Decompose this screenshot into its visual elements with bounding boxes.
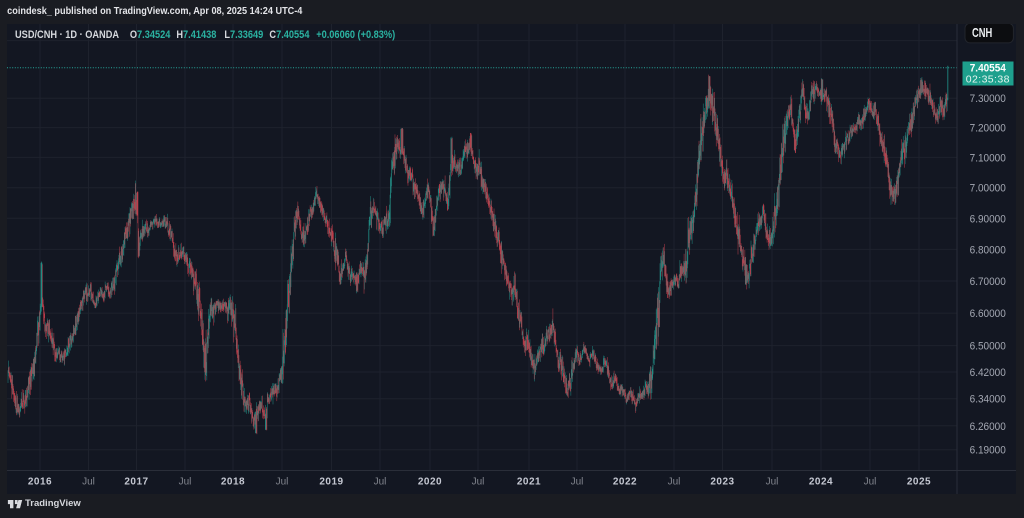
svg-text:7.10000: 7.10000 [970,152,1006,165]
svg-text:Jul: Jul [374,477,387,488]
svg-text:2020: 2020 [418,477,442,488]
svg-text:Jul: Jul [82,477,95,488]
svg-text:2025: 2025 [907,477,931,488]
svg-text:2022: 2022 [613,477,637,488]
svg-text:Jul: Jul [276,477,289,488]
svg-text:Jul: Jul [571,477,584,488]
svg-text:6.70000: 6.70000 [970,276,1006,289]
svg-text:Jul: Jul [668,477,681,488]
svg-text:7.00000: 7.00000 [970,182,1006,195]
svg-text:Jul: Jul [766,477,779,488]
svg-text:7.30000: 7.30000 [970,93,1006,106]
svg-text:CNH: CNH [972,27,992,41]
svg-text:6.60000: 6.60000 [970,308,1006,321]
svg-text:6.19000: 6.19000 [970,444,1006,457]
svg-text:6.90000: 6.90000 [970,213,1006,226]
svg-text:6.42000: 6.42000 [970,367,1006,380]
svg-text:Jul: Jul [864,477,877,488]
svg-text:Jul: Jul [179,477,192,488]
svg-text:6.80000: 6.80000 [970,244,1006,257]
svg-text:6.34000: 6.34000 [970,393,1006,406]
svg-text:2018: 2018 [221,477,245,488]
svg-text:2019: 2019 [319,477,343,488]
svg-text:2016: 2016 [28,477,52,488]
svg-text:7.40554: 7.40554 [970,62,1006,75]
svg-text:2024: 2024 [809,477,833,488]
svg-text:6.26000: 6.26000 [970,420,1006,433]
svg-text:7.20000: 7.20000 [970,122,1006,135]
svg-text:2023: 2023 [710,477,734,488]
svg-text:6.50000: 6.50000 [970,340,1006,353]
svg-text:Jul: Jul [472,477,485,488]
svg-text:02:35:38: 02:35:38 [966,73,1010,85]
svg-text:2021: 2021 [517,477,541,488]
svg-text:2017: 2017 [124,477,148,488]
